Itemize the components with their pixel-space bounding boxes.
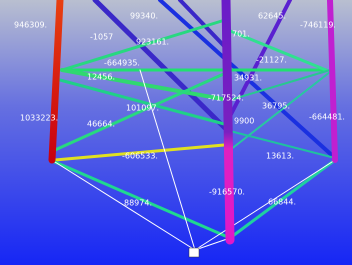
structure-view: 946309. -1057 99340. 923161. 62645. -746119. 7…	[0, 0, 352, 265]
force-label: -746119.	[300, 21, 336, 30]
force-label: -664481.	[309, 113, 345, 122]
force-label: -664935.	[104, 59, 140, 68]
force-label: -717524.	[208, 94, 244, 103]
force-label: -606533.	[122, 152, 158, 161]
force-label: 946309.	[14, 21, 47, 30]
force-label: 88974.	[124, 199, 152, 208]
force-label: -916570.	[209, 188, 245, 197]
force-label: -21127.	[256, 56, 287, 65]
force-label: 62645.	[258, 12, 286, 21]
force-label: -1057	[90, 33, 113, 42]
force-label: 36795.	[262, 102, 290, 111]
support-icon	[189, 248, 199, 257]
force-label: 99340.	[130, 12, 158, 21]
force-label: 34931.	[234, 74, 262, 83]
force-label: 13613.	[266, 152, 294, 161]
force-label: 1033223.	[20, 114, 58, 123]
force-label: 701.	[232, 30, 250, 39]
force-label: 12456.	[87, 73, 115, 82]
force-label: 923161.	[136, 38, 169, 47]
force-label: 66844.	[268, 198, 296, 207]
force-label: 9900	[234, 117, 254, 126]
force-label: 101097.	[126, 104, 159, 113]
force-label: 46664.	[87, 120, 115, 129]
